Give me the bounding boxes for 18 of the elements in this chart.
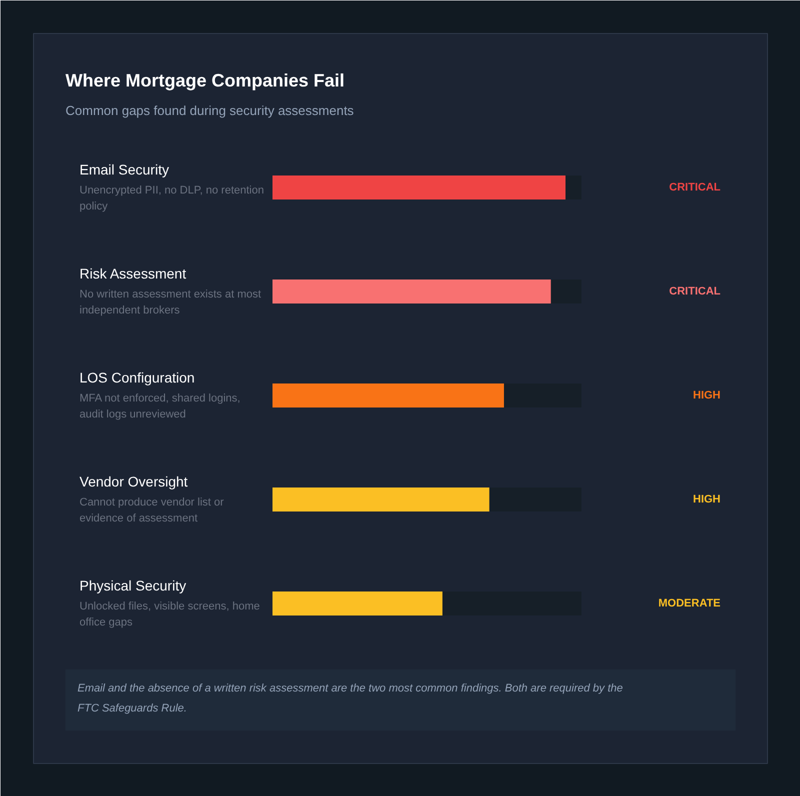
chart-title: Where Mortgage Companies Fail <box>66 70 345 90</box>
chart-subtitle: Common gaps found during security assessments <box>66 103 354 118</box>
text: Cannot produce vendor list or evidence of assessment <box>80 496 224 524</box>
y-tick-label: Vendor Oversight <box>80 474 188 490</box>
text: MODERATE <box>658 598 721 610</box>
text: MFA not enforced, shared logins, audit logs unreviewed <box>80 392 240 420</box>
y-tick-label: Risk Assessment <box>80 266 186 282</box>
text: No written assessment exists at most independent brokers <box>80 288 262 316</box>
y-tick-label: Physical Security <box>80 578 186 594</box>
text: HIGH <box>693 390 721 402</box>
text: Email and the absence of a written risk assessment are the two most common findings. Both are required by the FTC Safeguards Rule. <box>78 682 623 714</box>
text: CRITICAL <box>669 182 721 194</box>
text: Unencrypted PII, no DLP, no retention policy <box>80 184 264 212</box>
text: Unlocked files, visible screens, home office gaps <box>80 600 260 628</box>
y-tick-label: LOS Configuration <box>80 370 195 386</box>
y-tick-label: Email Security <box>80 162 169 178</box>
text: HIGH <box>693 494 721 506</box>
text: CRITICAL <box>669 286 721 298</box>
